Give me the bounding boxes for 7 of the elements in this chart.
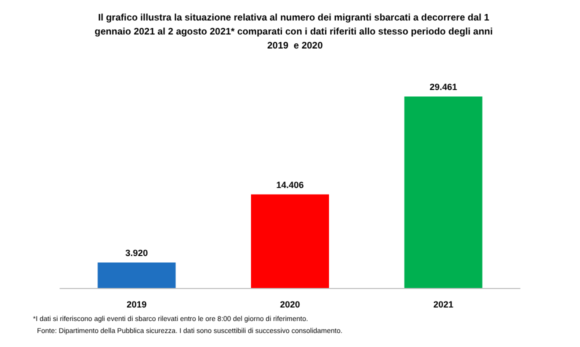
chart-title: Il grafico illustra la situazione relativa al numero dei migranti sbarcati a decorrere dal 1 gennaio 2021 al 2 agosto 2021* comparati con i dati riferiti allo stesso periodo degli anni 2019 e 2020 <box>94 12 496 52</box>
data-label: 3.920 <box>125 248 148 258</box>
data-label: 29.461 <box>430 82 458 92</box>
x-tick-label: 2020 <box>280 300 300 310</box>
x-tick-label: 2021 <box>433 300 454 310</box>
x-tick-label: 2019 <box>126 300 147 310</box>
data-label: 14.406 <box>276 180 304 190</box>
